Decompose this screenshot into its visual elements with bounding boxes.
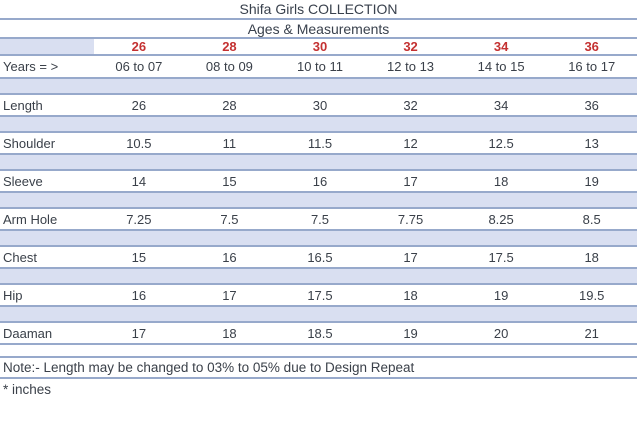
cell-value: 19.5 [579, 287, 605, 303]
years-value: 06 to 07 [115, 59, 163, 74]
row-label: Length [3, 97, 43, 113]
size-value: 36 [584, 39, 599, 54]
cell-value: 17 [131, 325, 147, 341]
unit-note-row: * inches [0, 378, 637, 400]
cell-value: 17 [222, 287, 237, 303]
cell-value: 7.25 [126, 211, 152, 227]
cell-value: 8.25 [488, 211, 514, 227]
cell-value: 30 [312, 97, 328, 113]
cell-value: 28 [222, 97, 237, 113]
years-value: 14 to 15 [477, 59, 525, 74]
size-chart-table: Shifa Girls COLLECTION Ages & Measuremen… [0, 0, 637, 400]
size-header-label [0, 38, 94, 55]
cell-value: 16 [131, 287, 147, 303]
cell-value: 17 [403, 173, 418, 189]
cell-value: 11 [222, 135, 237, 151]
cell-value: 12.5 [488, 135, 514, 151]
row-label: Sleeve [3, 173, 43, 189]
years-value: 08 to 09 [205, 59, 253, 74]
size-value: 34 [493, 39, 509, 54]
cell-value: 19 [584, 173, 599, 189]
cell-value: 17.5 [307, 287, 333, 303]
subtitle-row: Ages & Measurements [0, 19, 637, 38]
cell-value: 10.5 [126, 135, 152, 151]
table-row-sleeve: Sleeve 14 15 16 17 18 19 [0, 170, 637, 192]
cell-value: 32 [403, 97, 418, 113]
years-value: 10 to 11 [296, 59, 343, 74]
cell-value: 19 [493, 287, 509, 303]
table-row-hip: Hip 16 17 17.5 18 19 19.5 [0, 284, 637, 306]
spacer-band [0, 230, 637, 246]
row-label: Hip [3, 287, 23, 303]
size-header-row: 26 28 30 32 34 36 [0, 38, 637, 55]
size-value: 32 [403, 39, 418, 54]
spacer-band [0, 154, 637, 170]
page-title: Shifa Girls COLLECTION [239, 1, 398, 17]
cell-value: 7.75 [397, 211, 424, 227]
cell-value: 34 [493, 97, 509, 113]
years-value: 12 to 13 [387, 59, 435, 74]
cell-value: 20 [493, 325, 509, 341]
spacer-band [0, 116, 637, 132]
table-row-daaman: Daaman 17 18 18.5 19 20 21 [0, 322, 637, 344]
table-row-arm-hole: Arm Hole 7.25 7.5 7.5 7.75 8.25 8.5 [0, 208, 637, 230]
table-row-chest: Chest 15 16 16.5 17 17.5 18 [0, 246, 637, 268]
unit-note-text: * inches [3, 382, 52, 397]
cell-value: 12 [403, 135, 418, 151]
note-text: Note:- Length may be changed to 03% to 0… [3, 360, 415, 375]
cell-value: 19 [403, 325, 418, 341]
table-row-length: Length 26 28 30 32 34 36 [0, 94, 637, 116]
title-row: Shifa Girls COLLECTION [0, 0, 637, 19]
row-label: Arm Hole [3, 211, 58, 227]
cell-value: 7.5 [310, 211, 330, 227]
years-header-row: Years = > 06 to 07 08 to 09 10 to 11 12 … [0, 55, 637, 78]
cell-value: 14 [131, 173, 147, 189]
spacer-band [0, 306, 637, 322]
size-value: 26 [131, 39, 147, 54]
cell-value: 18 [584, 249, 599, 265]
cell-value: 16.5 [307, 249, 333, 265]
row-label: Chest [3, 249, 37, 265]
row-label: Shoulder [3, 135, 56, 151]
cell-value: 18.5 [307, 325, 333, 341]
years-value: 16 to 17 [568, 59, 616, 74]
cell-value: 13 [584, 135, 599, 151]
spacer-band [0, 192, 637, 208]
gap-row [0, 344, 637, 357]
cell-value: 18 [493, 173, 509, 189]
cell-value: 7.5 [220, 211, 239, 227]
cell-value: 16 [222, 249, 237, 265]
cell-value: 8.5 [582, 211, 601, 227]
cell-value: 21 [584, 325, 599, 341]
cell-value: 26 [131, 97, 147, 113]
cell-value: 11.5 [307, 135, 333, 151]
size-value: 28 [222, 39, 237, 54]
row-label: Daaman [3, 325, 53, 341]
page-subtitle: Ages & Measurements [247, 20, 390, 37]
years-header-label: Years = > [3, 59, 59, 74]
cell-value: 15 [131, 249, 147, 265]
note-row: Note:- Length may be changed to 03% to 0… [0, 357, 637, 378]
cell-value: 36 [584, 97, 599, 113]
cell-value: 17.5 [488, 249, 514, 265]
cell-value: 16 [312, 173, 328, 189]
table-row-shoulder: Shoulder 10.5 11 11.5 12 12.5 13 [0, 132, 637, 154]
size-value: 30 [312, 39, 328, 54]
spacer-band [0, 268, 637, 284]
cell-value: 15 [222, 173, 237, 189]
cell-value: 18 [403, 287, 418, 303]
spacer-band [0, 78, 637, 94]
cell-value: 18 [222, 325, 237, 341]
cell-value: 17 [403, 249, 418, 265]
